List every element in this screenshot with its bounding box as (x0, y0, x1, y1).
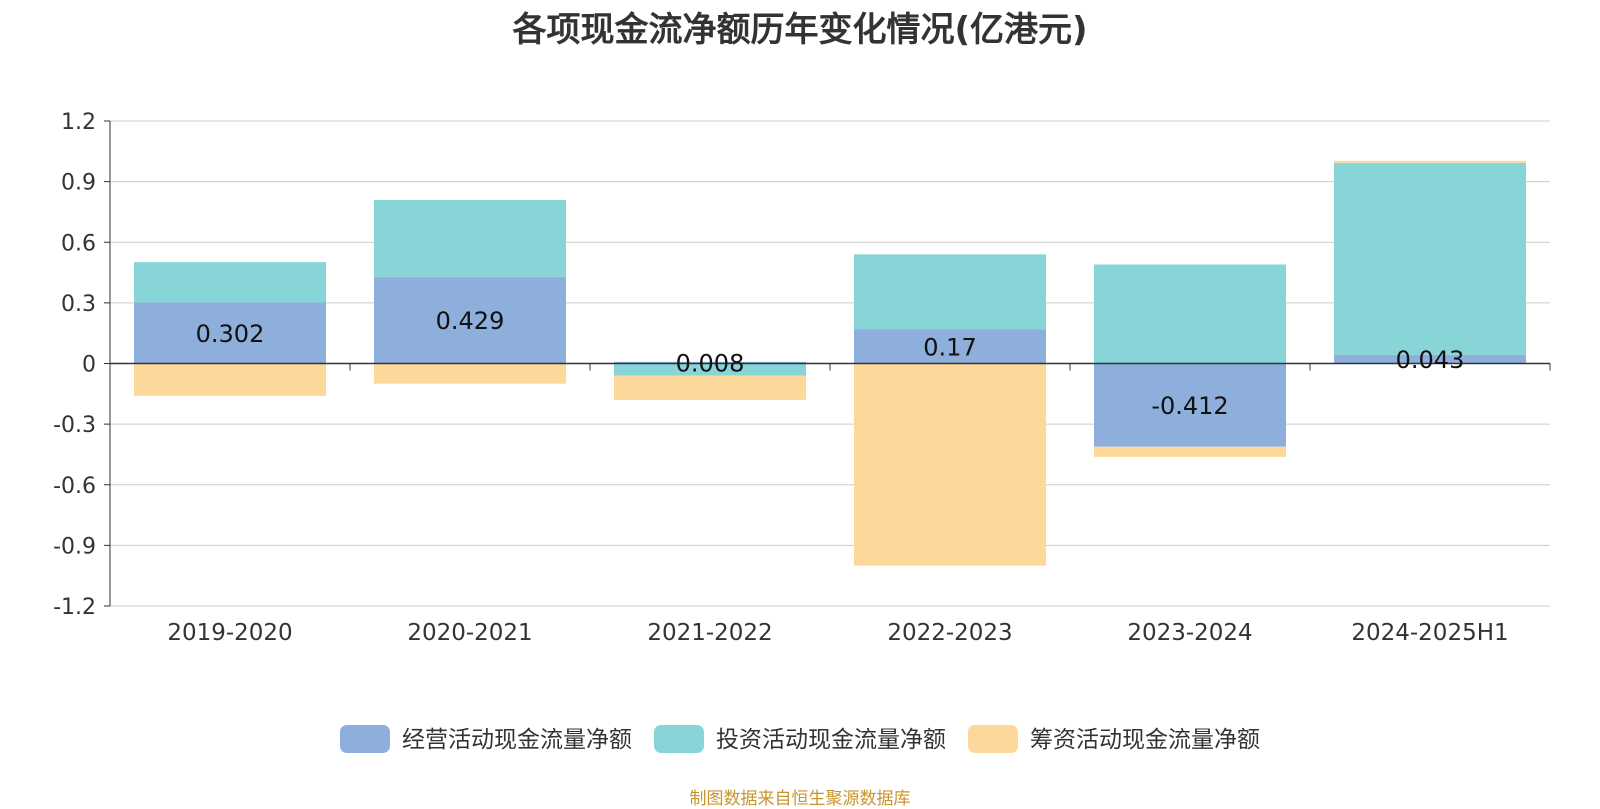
y-tick-label: 0.6 (61, 231, 96, 256)
bar-3-2023-2024 (1094, 446, 1286, 457)
source-note: 制图数据来自恒生聚源数据库 (689, 789, 911, 809)
bar-3-2020-2021 (374, 363, 566, 384)
bar-2-2022-2023 (854, 254, 1046, 330)
x-tick-label-2022-2023: 2022-2023 (887, 620, 1012, 646)
legend-swatch (968, 725, 1018, 753)
axes: 1.2 0.9 0.6 0.3 0 -0.3 -0.6 -0.9 -1.2 2019-2020 20… (53, 110, 1551, 646)
y-tick-label: -0.6 (53, 474, 96, 499)
data-label-2022-2023: 0.17 (923, 333, 976, 361)
y-tick-label: -0.3 (53, 413, 96, 438)
chart-title: 各项现金流净额历年变化情况(亿港元) (512, 10, 1088, 50)
bar-2-2019-2020 (134, 262, 326, 303)
data-labels: 0.302 0.429 0.008 0.17 -0.412 0.043 (196, 307, 1465, 420)
bar-3-2019-2020 (134, 363, 326, 396)
bar-2-2023-2024 (1094, 264, 1286, 364)
y-tick-label: 0.9 (61, 171, 96, 196)
x-tick-label-2021-2022: 2021-2022 (647, 620, 772, 646)
x-tick-label-2024-2025H1: 2024-2025H1 (1351, 620, 1508, 646)
data-label-2020-2021: 0.429 (436, 307, 505, 335)
bar-1-2024-2025H1 (1334, 354, 1526, 364)
bar-1-2019-2020 (134, 302, 326, 364)
bar-1-2021-2022 (614, 361, 806, 364)
data-label-2021-2022: 0.008 (676, 350, 745, 378)
legend-item-3: 筹资活动现金流量净额 (968, 725, 1260, 753)
bar-1-2020-2021 (374, 276, 566, 364)
bar-3-2022-2023 (854, 363, 1046, 566)
bar-2-2021-2022 (614, 363, 806, 376)
bar-3-2021-2022 (614, 375, 806, 400)
y-tick-label: 0 (82, 353, 96, 378)
data-label-2024-2025H1: 0.043 (1396, 346, 1465, 374)
x-tick-label-2023-2024: 2023-2024 (1127, 620, 1252, 646)
data-label-2023-2024: -0.412 (1151, 392, 1228, 420)
legend-swatch (340, 725, 390, 753)
bar-2-2024-2025H1 (1334, 162, 1526, 355)
y-tick-label: 0.3 (61, 292, 96, 317)
legend: 经营活动现金流量净额 投资活动现金流量净额 筹资活动现金流量净额 (340, 725, 1260, 753)
x-tick-label-2019-2020: 2019-2020 (167, 620, 292, 646)
data-label-2019-2020: 0.302 (196, 320, 265, 348)
legend-label: 筹资活动现金流量净额 (1030, 727, 1260, 753)
legend-label: 经营活动现金流量净额 (402, 727, 632, 753)
y-tick-label: -1.2 (53, 595, 96, 620)
bar-1-2022-2023 (854, 329, 1046, 364)
bar-3-2024-2025H1 (1334, 160, 1526, 163)
bar-1-2023-2024 (1094, 363, 1286, 447)
legend-item-1: 经营活动现金流量净额 (340, 725, 632, 753)
bars (134, 160, 1526, 566)
legend-item-2: 投资活动现金流量净额 (654, 725, 946, 753)
bar-2-2020-2021 (374, 200, 566, 277)
x-tick-label-2020-2021: 2020-2021 (407, 620, 532, 646)
grid-lines (110, 120, 1550, 607)
legend-label: 投资活动现金流量净额 (716, 727, 946, 753)
y-tick-label: -0.9 (53, 534, 96, 559)
y-tick-label: 1.2 (61, 110, 96, 135)
legend-swatch (654, 725, 704, 753)
